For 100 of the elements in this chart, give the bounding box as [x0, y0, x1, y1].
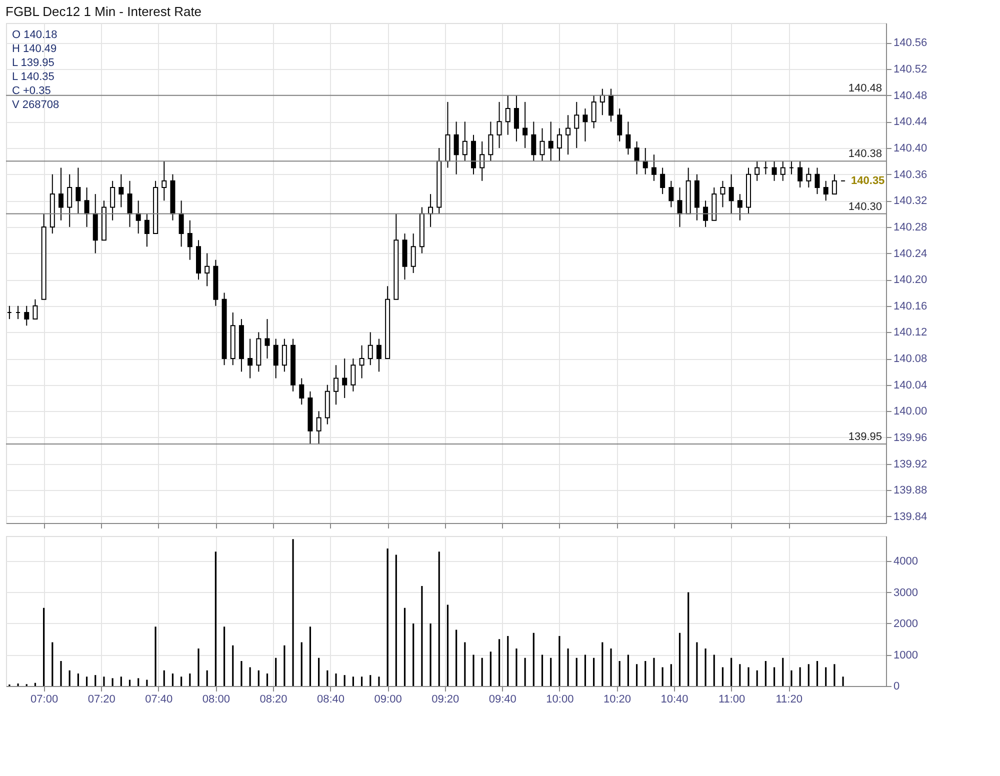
candlestick [660, 167, 666, 195]
y-tick-label: 0 [894, 680, 900, 692]
candlestick [505, 94, 510, 136]
annotation: O 140.18 [12, 29, 58, 41]
candlestick [720, 180, 726, 208]
candlestick [626, 121, 631, 156]
chart-title: FGBL Dec12 1 Min - Interest Rate [6, 4, 202, 19]
y-tick-label: 139.92 [894, 458, 928, 470]
candlestick [282, 338, 287, 372]
candlestick [488, 121, 494, 162]
y-tick-label: 140.36 [894, 168, 928, 181]
y-tick-label: 140.28 [894, 221, 928, 234]
y-tick-label: 140.04 [894, 379, 928, 392]
annotation: L 140.35 [12, 71, 54, 83]
candlestick [462, 121, 468, 162]
candlestick [754, 160, 760, 182]
annotation: H 140.49 [12, 43, 57, 55]
candlestick [32, 298, 38, 320]
candlestick [376, 338, 382, 372]
candlestick [58, 167, 64, 221]
candlestick [780, 160, 786, 182]
candlestick [84, 186, 90, 228]
x-tick-label: 09:20 [432, 694, 460, 706]
candlestick [187, 220, 192, 260]
candlestick [514, 94, 519, 142]
x-tick-label: 11:20 [776, 694, 802, 706]
y-tick-label: 140.16 [894, 300, 928, 312]
candlestick [574, 101, 580, 148]
candlestick [728, 174, 734, 214]
candlestick [162, 160, 167, 202]
candlestick [566, 114, 571, 156]
candlestick [316, 410, 322, 445]
x-tick-label: 08:40 [317, 694, 345, 706]
candlestick [651, 154, 656, 182]
candlestick [24, 305, 30, 326]
y-tick-label: 4000 [894, 556, 918, 568]
y-tick-label: 140.44 [894, 116, 928, 128]
y-tick-label: 140.00 [894, 406, 928, 418]
candlestick [359, 344, 364, 379]
candlestick [634, 140, 640, 175]
candlestick [806, 167, 812, 188]
candlestick [299, 378, 304, 406]
y-tick-label: 140.40 [894, 142, 928, 154]
y-tick-label: 2000 [894, 618, 918, 630]
y-tick-label: 140.48 [894, 90, 928, 102]
ref-line-label: 140.30 [848, 200, 882, 213]
y-tick-label: 3000 [894, 586, 918, 599]
candlestick [608, 88, 614, 122]
candlestick [428, 194, 434, 228]
candlestick [76, 167, 81, 214]
x-tick-label: 11:00 [718, 694, 746, 706]
candlestick [522, 101, 528, 148]
x-tick-label: 10:20 [603, 694, 631, 706]
candlestick [496, 101, 502, 148]
annotation: L 139.95 [12, 57, 54, 69]
candlestick [118, 174, 124, 208]
y-tick-label: 140.24 [894, 248, 928, 260]
candlestick [368, 332, 373, 366]
candlestick [677, 186, 682, 228]
y-tick-label: 140.12 [894, 326, 928, 339]
y-tick-label: 140.56 [894, 37, 928, 50]
candlestick [480, 140, 485, 182]
annotation: V 268708 [12, 99, 60, 111]
x-tick-label: 08:00 [202, 694, 230, 706]
x-tick-label: 07:40 [145, 694, 173, 706]
x-tick-label: 09:00 [374, 694, 402, 706]
candlestick [591, 94, 596, 129]
candlestick [703, 200, 708, 228]
candlestick [273, 338, 278, 379]
y-tick-label: 140.32 [894, 195, 928, 208]
candlestick [548, 121, 554, 162]
candlestick [67, 174, 72, 228]
ref-line-label: 139.95 [848, 431, 882, 444]
y-tick-label: 140.08 [894, 353, 928, 366]
ref-line-label: 140.48 [848, 82, 882, 94]
candlestick [823, 180, 828, 202]
ref-line-label: 140.38 [848, 148, 882, 160]
y-tick-label: 140.20 [894, 274, 928, 286]
candlestick [556, 128, 562, 162]
x-tick-label: 07:00 [30, 694, 58, 706]
candlestick [772, 160, 777, 182]
candlestick [531, 121, 536, 162]
candlestick [454, 121, 459, 175]
candlestick [832, 174, 837, 195]
candlestick [582, 108, 588, 142]
candlestick [110, 180, 116, 221]
candlestick [737, 194, 742, 221]
annotation: 140.35 [851, 174, 885, 187]
x-tick-label: 09:40 [488, 694, 516, 706]
candlestick [814, 167, 820, 195]
candlestick [127, 180, 132, 228]
candlestick [410, 233, 416, 274]
candlestick [617, 108, 622, 142]
x-tick-label: 08:20 [260, 694, 288, 706]
candlestick [204, 252, 210, 287]
candlestick [342, 358, 348, 398]
y-tick-label: 1000 [894, 649, 918, 662]
y-tick-label: 139.96 [894, 432, 928, 444]
candlestick [668, 180, 674, 208]
y-tick-label: 139.84 [894, 510, 928, 523]
